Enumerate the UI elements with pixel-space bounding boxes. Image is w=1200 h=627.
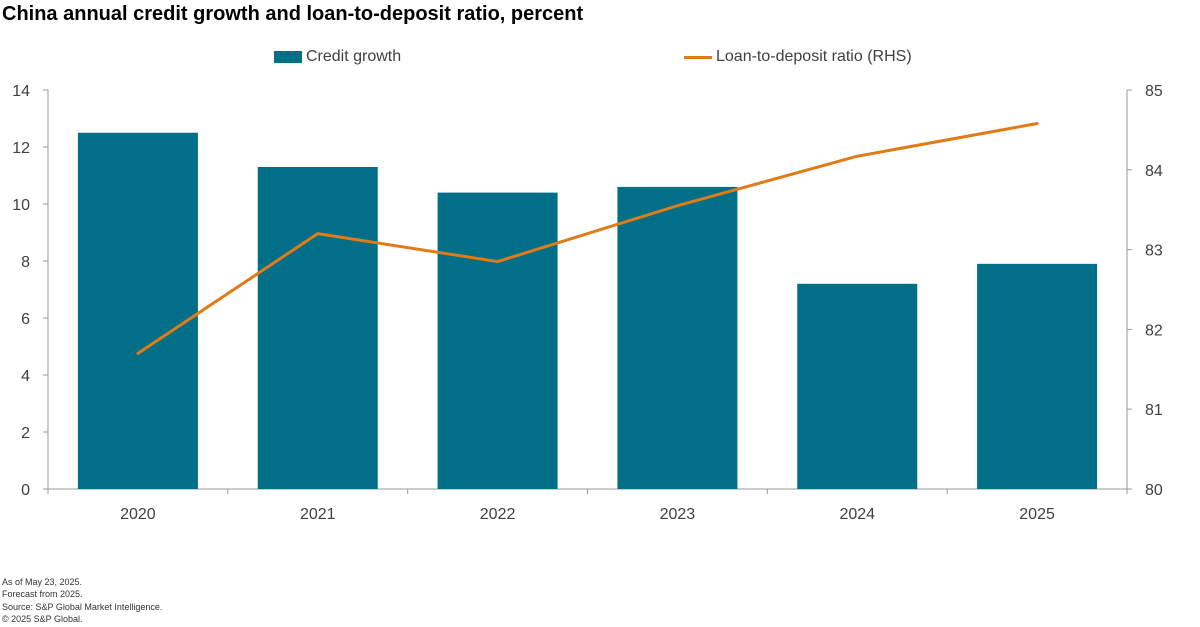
footnotes: As of May 23, 2025. Forecast from 2025. …: [2, 576, 162, 626]
legend-item-credit-growth: Credit growth: [274, 48, 401, 66]
right-tick-label: 82: [1145, 322, 1163, 339]
right-tick-label: 83: [1145, 243, 1163, 260]
right-tick-label: 81: [1145, 402, 1163, 419]
left-tick-label: 8: [21, 254, 30, 271]
footnote-date: As of May 23, 2025.: [2, 577, 83, 587]
left-tick-label: 2: [21, 425, 30, 442]
left-tick-label: 6: [21, 311, 30, 328]
left-tick-label: 10: [12, 197, 30, 214]
x-tick-label: 2020: [120, 506, 156, 523]
bar-credit-growth: [977, 263, 1098, 489]
left-tick-label: 14: [12, 83, 30, 100]
bar-credit-growth: [437, 192, 558, 489]
legend-swatch-line: [684, 55, 712, 59]
chart-title: China annual credit growth and loan-to-d…: [2, 3, 584, 25]
left-tick-label: 12: [12, 140, 30, 157]
x-tick-label: 2022: [480, 506, 516, 523]
x-tick-label: 2024: [839, 506, 875, 523]
x-tick-label: 2025: [1019, 506, 1055, 523]
bar-credit-growth: [77, 132, 198, 489]
right-tick-label: 85: [1145, 83, 1163, 100]
legend-label-credit-growth: Credit growth: [306, 48, 402, 65]
footnote-forecast: Forecast from 2025.: [2, 589, 83, 600]
right-tick-label: 84: [1145, 163, 1163, 180]
footnote-copyright: © 2025 S&P Global.: [2, 614, 83, 625]
bar-credit-growth: [617, 186, 738, 489]
bar-credit-growth: [797, 283, 918, 489]
footnote-source: Source: S&P Global Market Intelligence.: [2, 601, 163, 612]
right-tick-label: 80: [1145, 482, 1163, 499]
left-tick-label: 0: [21, 482, 30, 499]
legend-label-loan-to-deposit: Loan-to-deposit ratio (RHS): [716, 48, 912, 65]
left-tick-label: 4: [21, 368, 30, 385]
line-loan-to-deposit: [136, 122, 1039, 355]
chart-plot: 0 2 4 6 8 10 12 14 80 81 82 83 84 85 2020 2021 2022 2023 2…: [12, 83, 1163, 523]
legend-swatch-bar: [274, 51, 302, 63]
x-tick-label: 2023: [660, 506, 696, 523]
x-tick-label: 2021: [300, 506, 336, 523]
legend-item-loan-to-deposit: Loan-to-deposit ratio (RHS): [684, 48, 912, 66]
bar-credit-growth: [257, 166, 378, 489]
